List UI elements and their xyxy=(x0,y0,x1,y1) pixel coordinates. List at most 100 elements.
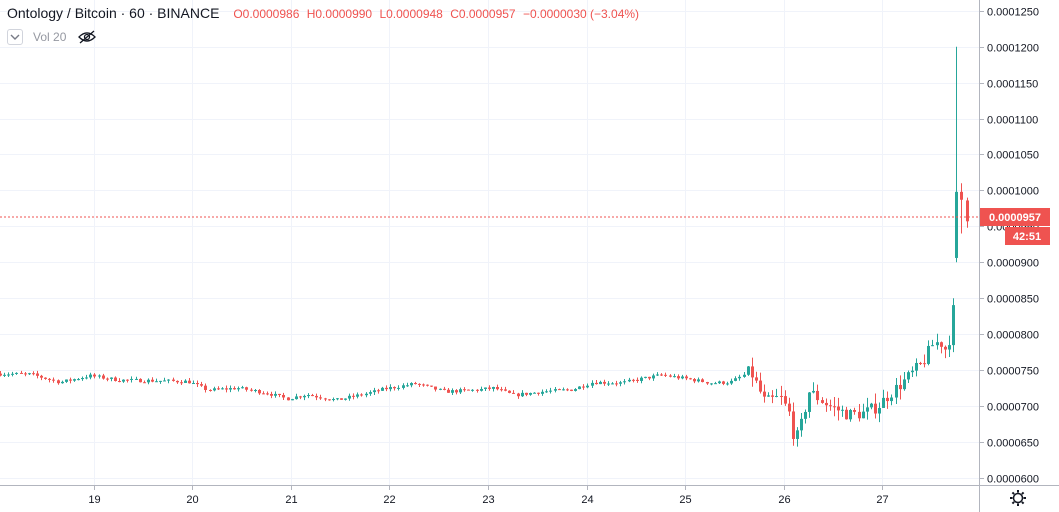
candle-body xyxy=(225,388,228,390)
candle-body xyxy=(508,390,511,393)
price-axis[interactable]: 0.0000600 0.0000650 0.0000700 0.0000750 0.00… xyxy=(979,7,1039,486)
candle-body xyxy=(874,403,877,414)
candle-body xyxy=(545,391,548,393)
candle-body xyxy=(944,346,947,350)
candle-body xyxy=(73,379,76,381)
candle-body xyxy=(751,366,754,378)
candle-body xyxy=(512,392,515,394)
candle-body xyxy=(291,399,294,401)
candle-body xyxy=(377,390,380,392)
candle-body xyxy=(48,378,51,380)
candle-body xyxy=(250,389,253,391)
candle-body xyxy=(664,374,667,376)
candle-body xyxy=(282,394,285,398)
candle-body xyxy=(866,407,869,412)
candle-body xyxy=(180,382,183,384)
candle-body xyxy=(966,200,969,222)
chevron-down-icon[interactable] xyxy=(7,29,23,45)
gear-icon[interactable] xyxy=(1010,490,1026,506)
candle-body xyxy=(262,393,265,395)
candle-body xyxy=(644,376,647,378)
candle-body xyxy=(681,376,684,379)
candle-body xyxy=(628,379,631,382)
candle-body xyxy=(492,386,495,389)
y-tick-label: 0.0000850 xyxy=(987,294,1039,306)
candle-body xyxy=(406,385,409,387)
candle-body xyxy=(648,376,651,379)
candle-body xyxy=(812,390,815,393)
candle-body xyxy=(122,379,125,382)
candle-body xyxy=(439,388,442,390)
candle-body xyxy=(89,374,92,378)
candle-body xyxy=(3,374,6,376)
y-tick-label: 0.0001250 xyxy=(987,7,1039,19)
candle-body xyxy=(167,379,170,381)
candle-body xyxy=(426,384,429,386)
candle-body xyxy=(829,405,832,407)
candle-body xyxy=(360,394,363,396)
candle-body xyxy=(69,379,72,381)
candle-body xyxy=(677,376,680,379)
candle-body xyxy=(106,378,109,380)
candle-body xyxy=(221,388,224,390)
candle-body xyxy=(882,397,885,408)
x-tick-label: 22 xyxy=(383,494,395,506)
candle-body xyxy=(886,397,889,402)
candle-body xyxy=(410,383,413,386)
candle-body xyxy=(636,379,639,381)
candle-body xyxy=(311,395,314,397)
y-tick-label: 0.0001150 xyxy=(987,79,1038,91)
candle-body xyxy=(500,389,503,391)
candle-body xyxy=(521,392,524,397)
candle-body xyxy=(903,379,906,390)
symbol-title[interactable]: Ontology / Bitcoin · 60 · BINANCE xyxy=(7,5,220,21)
candle-body xyxy=(381,387,384,391)
candle-body xyxy=(591,382,594,386)
candle-body xyxy=(77,379,80,381)
candle-body xyxy=(274,393,277,396)
candle-body xyxy=(525,392,528,395)
candle-body xyxy=(632,379,635,381)
candle-body xyxy=(81,378,84,380)
time-axis[interactable]: 19 20 21 22 23 24 25 26 27 xyxy=(88,485,889,506)
candle-body xyxy=(710,383,713,385)
low-value: L0.0000948 xyxy=(379,7,443,21)
last-price-value: 0.0000957 xyxy=(989,212,1041,224)
candle-body xyxy=(237,388,240,390)
candle-body xyxy=(110,377,113,379)
candle-body xyxy=(685,376,688,379)
candle-body xyxy=(915,362,918,371)
candle-body xyxy=(599,381,602,385)
candle-body xyxy=(278,393,281,395)
candle-body xyxy=(32,373,35,375)
candle-body xyxy=(245,387,248,390)
candle-body xyxy=(722,381,725,384)
candle-body xyxy=(455,390,458,393)
candle-body xyxy=(147,379,150,383)
candle-body xyxy=(923,363,926,365)
candle-body xyxy=(730,380,733,384)
y-tick-label: 0.0001000 xyxy=(987,186,1039,198)
candle-body xyxy=(471,389,474,391)
candle-body xyxy=(102,375,105,379)
candle-body xyxy=(467,389,470,391)
candle-body xyxy=(7,374,10,376)
candle-body xyxy=(328,399,331,401)
candle-body xyxy=(833,406,836,408)
candle-body xyxy=(480,388,483,391)
candle-body xyxy=(611,383,614,385)
candle-body xyxy=(44,377,47,379)
candle-body xyxy=(734,378,737,381)
x-tick-label: 23 xyxy=(482,494,494,506)
candle-body xyxy=(858,411,861,419)
candle-body xyxy=(0,373,2,376)
candle-body xyxy=(948,345,951,350)
candle-body xyxy=(940,342,943,347)
candle-body xyxy=(870,403,873,408)
eye-off-icon[interactable] xyxy=(78,30,97,44)
candle-body xyxy=(607,383,610,385)
candle-body xyxy=(792,411,795,439)
candle-body xyxy=(936,342,939,346)
candle-body xyxy=(496,386,499,390)
